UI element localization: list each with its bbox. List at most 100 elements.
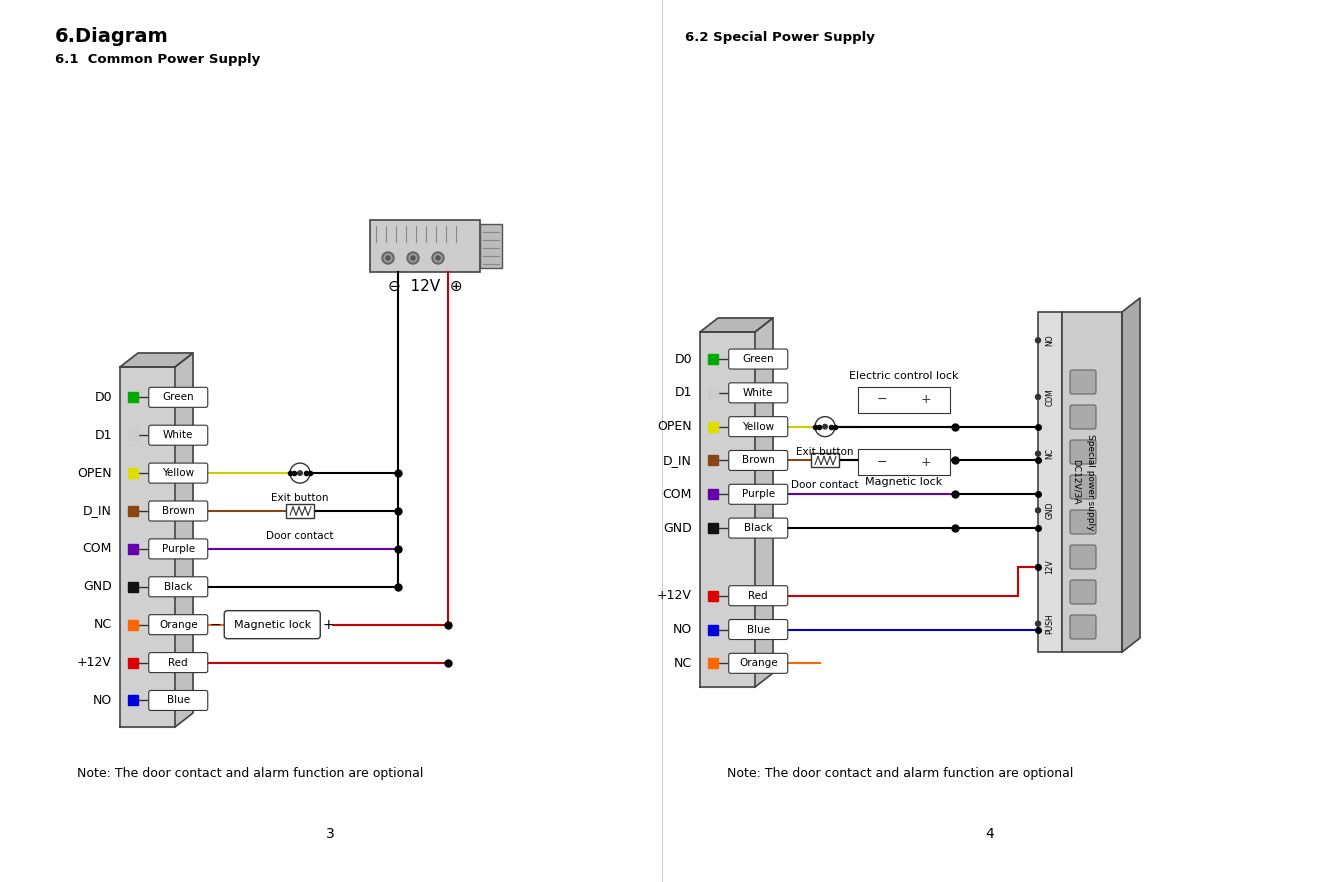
Text: 3: 3 <box>325 827 335 841</box>
FancyBboxPatch shape <box>1070 475 1095 499</box>
FancyBboxPatch shape <box>1070 545 1095 569</box>
Text: NC: NC <box>1045 448 1054 460</box>
Text: NO: NO <box>93 694 112 707</box>
Text: D0: D0 <box>94 391 112 404</box>
Text: −: − <box>877 393 888 407</box>
Text: White: White <box>163 430 193 440</box>
FancyBboxPatch shape <box>148 425 208 445</box>
FancyBboxPatch shape <box>811 453 839 467</box>
Bar <box>708 591 718 601</box>
Text: D1: D1 <box>675 386 692 400</box>
Text: NO: NO <box>673 623 692 636</box>
FancyBboxPatch shape <box>729 518 787 538</box>
Text: 6.Diagram: 6.Diagram <box>56 27 169 47</box>
Circle shape <box>296 470 303 476</box>
Bar <box>128 392 138 402</box>
FancyBboxPatch shape <box>148 615 208 635</box>
Circle shape <box>407 252 419 264</box>
Text: D_IN: D_IN <box>663 454 692 467</box>
FancyBboxPatch shape <box>729 484 787 505</box>
Bar <box>128 582 138 592</box>
FancyBboxPatch shape <box>148 463 208 483</box>
Circle shape <box>290 463 310 483</box>
Text: D_IN: D_IN <box>83 505 112 518</box>
Text: DC12V/3A: DC12V/3A <box>1072 460 1081 505</box>
Circle shape <box>411 256 415 260</box>
FancyBboxPatch shape <box>480 224 501 268</box>
Text: Brown: Brown <box>161 506 194 516</box>
Text: PUSH: PUSH <box>1045 613 1054 634</box>
Text: Purple: Purple <box>742 490 775 499</box>
Text: D0: D0 <box>675 353 692 365</box>
Bar <box>708 490 718 499</box>
Circle shape <box>382 252 394 264</box>
FancyBboxPatch shape <box>286 504 314 518</box>
Circle shape <box>433 252 445 264</box>
Text: Black: Black <box>164 582 192 592</box>
FancyBboxPatch shape <box>225 610 320 639</box>
FancyBboxPatch shape <box>1070 510 1095 534</box>
Circle shape <box>1036 452 1040 456</box>
Text: Orange: Orange <box>159 620 197 630</box>
Text: GND: GND <box>1045 502 1054 519</box>
Text: Red: Red <box>168 658 188 668</box>
Text: 6.2 Special Power Supply: 6.2 Special Power Supply <box>685 31 875 43</box>
FancyBboxPatch shape <box>1062 312 1122 652</box>
Text: ⊖  12V  ⊕: ⊖ 12V ⊕ <box>388 279 462 294</box>
FancyBboxPatch shape <box>1070 405 1095 429</box>
Text: Door contact: Door contact <box>791 481 859 490</box>
Text: Yellow: Yellow <box>163 468 194 478</box>
Bar <box>708 388 718 398</box>
FancyBboxPatch shape <box>859 450 950 475</box>
Text: GND: GND <box>83 580 112 594</box>
Text: Red: Red <box>749 591 769 601</box>
FancyBboxPatch shape <box>729 349 787 369</box>
FancyBboxPatch shape <box>148 539 208 559</box>
Bar <box>128 696 138 706</box>
Bar <box>128 544 138 554</box>
Text: GND: GND <box>663 521 692 534</box>
Circle shape <box>384 254 392 262</box>
Bar <box>708 624 718 634</box>
Bar <box>128 468 138 478</box>
FancyBboxPatch shape <box>148 577 208 597</box>
Polygon shape <box>120 353 193 367</box>
Bar <box>708 658 718 669</box>
FancyBboxPatch shape <box>148 501 208 521</box>
Bar <box>708 455 718 466</box>
FancyBboxPatch shape <box>148 387 208 407</box>
Circle shape <box>822 423 828 430</box>
Text: NC: NC <box>94 618 112 632</box>
Text: Green: Green <box>163 392 194 402</box>
Circle shape <box>1036 338 1040 343</box>
Text: Brown: Brown <box>742 455 775 466</box>
Text: +: + <box>921 393 931 407</box>
FancyBboxPatch shape <box>729 586 787 606</box>
Text: Magnetic lock: Magnetic lock <box>865 477 942 488</box>
Text: +: + <box>921 456 931 469</box>
FancyBboxPatch shape <box>729 451 787 470</box>
Text: 12V: 12V <box>1045 559 1054 574</box>
Text: NC: NC <box>673 657 692 669</box>
Text: Special power supply: Special power supply <box>1085 434 1094 530</box>
Text: White: White <box>744 388 774 398</box>
Text: +: + <box>323 617 333 632</box>
FancyBboxPatch shape <box>729 416 787 437</box>
Text: Electric control lock: Electric control lock <box>849 370 959 381</box>
Text: Yellow: Yellow <box>742 422 774 431</box>
Text: OPEN: OPEN <box>77 467 112 480</box>
Text: Magnetic lock: Magnetic lock <box>234 620 311 630</box>
FancyBboxPatch shape <box>1039 312 1062 652</box>
Circle shape <box>409 254 417 262</box>
Text: D1: D1 <box>94 429 112 442</box>
FancyBboxPatch shape <box>148 653 208 673</box>
Bar <box>708 354 718 364</box>
Text: OPEN: OPEN <box>658 420 692 433</box>
Text: Note: The door contact and alarm function are optional: Note: The door contact and alarm functio… <box>77 767 423 781</box>
Text: Green: Green <box>742 354 774 364</box>
FancyBboxPatch shape <box>729 654 787 673</box>
FancyBboxPatch shape <box>1070 440 1095 464</box>
Text: 6.1  Common Power Supply: 6.1 Common Power Supply <box>56 54 261 66</box>
Polygon shape <box>175 353 193 727</box>
Bar <box>128 430 138 440</box>
